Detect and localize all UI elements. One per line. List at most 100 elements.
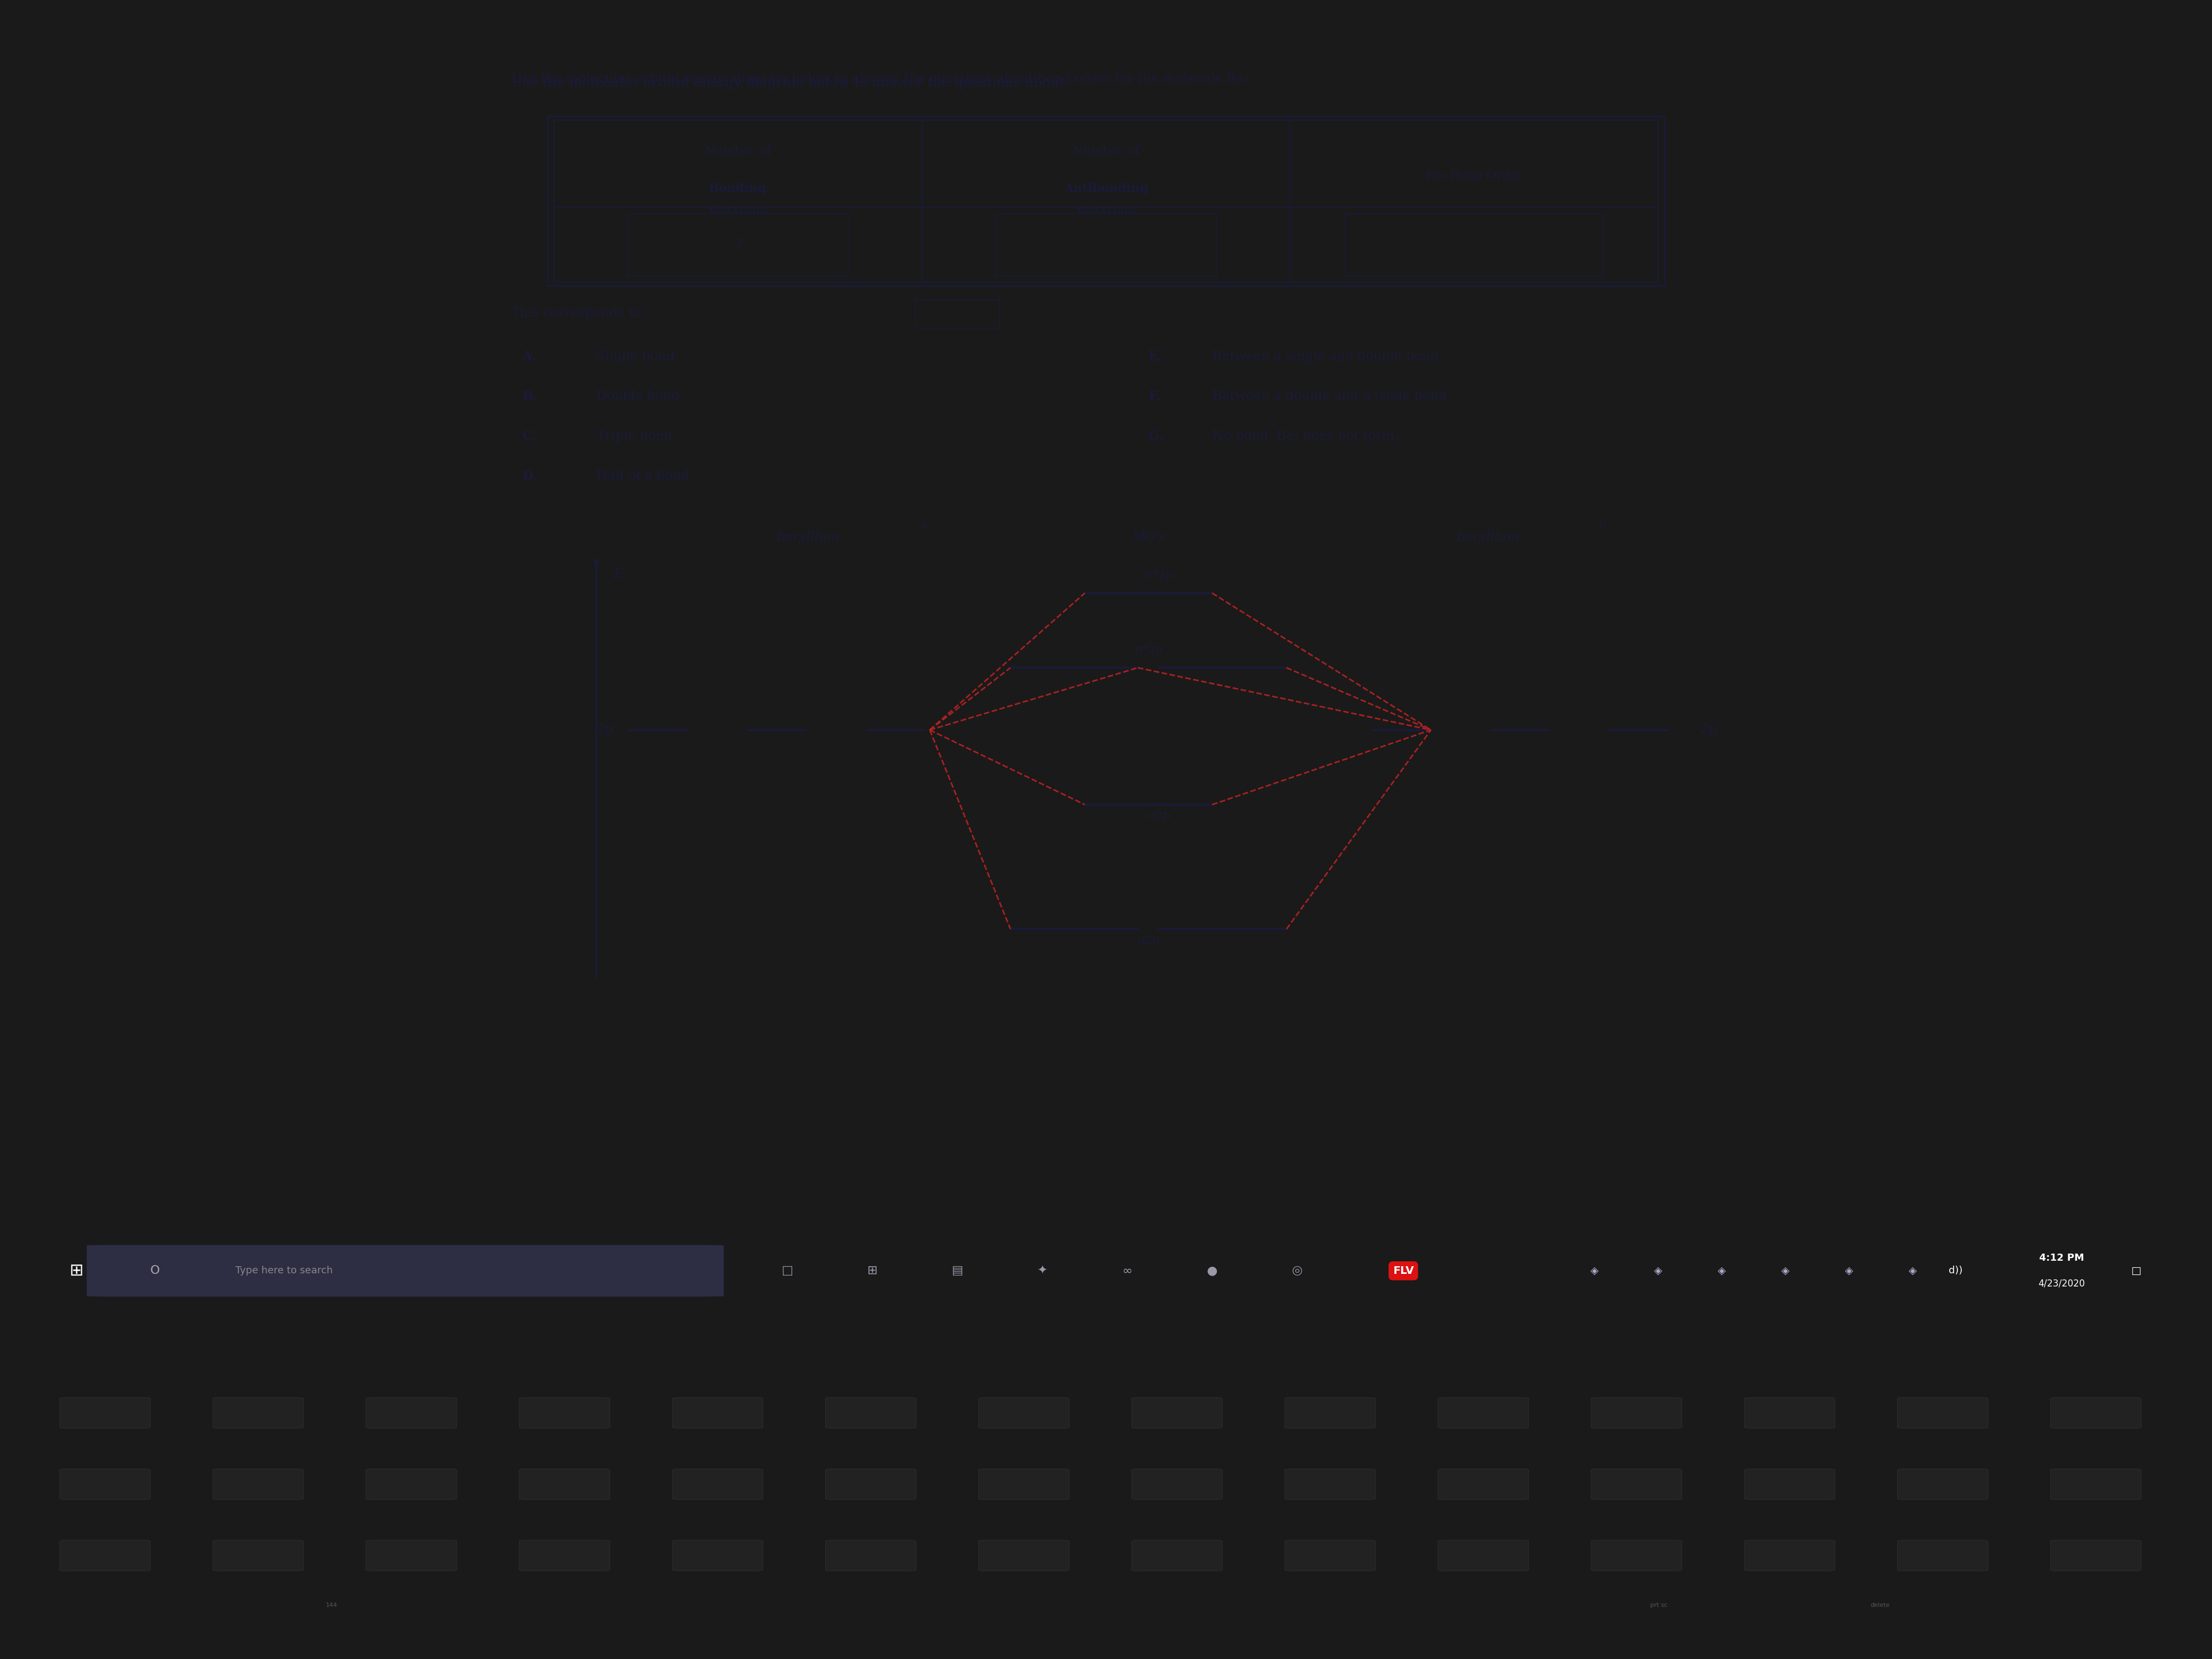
Text: beryllium: beryllium bbox=[776, 531, 841, 544]
Text: D.: D. bbox=[522, 469, 538, 483]
Text: delete: delete bbox=[1871, 1603, 1889, 1608]
Text: Triple bond: Triple bond bbox=[597, 430, 672, 443]
FancyBboxPatch shape bbox=[60, 1540, 150, 1571]
Text: ⊞: ⊞ bbox=[69, 1262, 84, 1279]
Text: Single bond: Single bond bbox=[597, 350, 675, 363]
Bar bbox=[549, 116, 1663, 285]
Text: Between a single and double bond: Between a single and double bond bbox=[1212, 350, 1438, 363]
FancyBboxPatch shape bbox=[1745, 1397, 1836, 1428]
FancyBboxPatch shape bbox=[520, 1468, 611, 1500]
FancyBboxPatch shape bbox=[520, 1397, 611, 1428]
Text: □: □ bbox=[2130, 1266, 2141, 1276]
FancyBboxPatch shape bbox=[1590, 1397, 1681, 1428]
Text: ◈: ◈ bbox=[1845, 1266, 1854, 1276]
FancyBboxPatch shape bbox=[825, 1397, 916, 1428]
Text: π2p: π2p bbox=[1137, 936, 1159, 946]
FancyBboxPatch shape bbox=[60, 1397, 150, 1428]
FancyBboxPatch shape bbox=[672, 1468, 763, 1500]
FancyBboxPatch shape bbox=[212, 1540, 303, 1571]
Text: Double bond: Double bond bbox=[597, 390, 679, 403]
Text: Use the molecular orbital energy diagram below to answer the questions about: Use the molecular orbital energy diagram… bbox=[511, 76, 1068, 90]
FancyBboxPatch shape bbox=[1898, 1468, 1989, 1500]
FancyBboxPatch shape bbox=[1438, 1468, 1528, 1500]
FancyBboxPatch shape bbox=[1285, 1468, 1376, 1500]
FancyBboxPatch shape bbox=[365, 1468, 456, 1500]
Text: Use the molecular orbital energy diagram below to answer the questions about bon: Use the molecular orbital energy diagram… bbox=[511, 73, 1254, 86]
FancyBboxPatch shape bbox=[1590, 1540, 1681, 1571]
Bar bbox=[1345, 214, 1604, 275]
FancyBboxPatch shape bbox=[60, 1468, 150, 1500]
FancyBboxPatch shape bbox=[365, 1540, 456, 1571]
FancyBboxPatch shape bbox=[520, 1540, 611, 1571]
FancyBboxPatch shape bbox=[825, 1540, 916, 1571]
Bar bbox=[628, 214, 849, 275]
Text: ●: ● bbox=[1208, 1266, 1217, 1276]
Text: A: A bbox=[920, 521, 927, 531]
Text: A.: A. bbox=[522, 350, 538, 363]
FancyBboxPatch shape bbox=[1438, 1397, 1528, 1428]
FancyBboxPatch shape bbox=[672, 1540, 763, 1571]
FancyBboxPatch shape bbox=[365, 1397, 456, 1428]
Text: Antibonding: Antibonding bbox=[1064, 182, 1148, 194]
FancyBboxPatch shape bbox=[86, 1244, 723, 1297]
FancyBboxPatch shape bbox=[672, 1397, 763, 1428]
Text: beryllium: beryllium bbox=[1458, 531, 1520, 544]
Text: ◈: ◈ bbox=[1655, 1266, 1661, 1276]
Text: 2: 2 bbox=[734, 239, 743, 251]
Text: electrons: electrons bbox=[710, 204, 768, 216]
Text: FLV: FLV bbox=[1394, 1266, 1413, 1276]
FancyBboxPatch shape bbox=[825, 1468, 916, 1500]
Bar bbox=[553, 121, 1659, 282]
Text: ▤: ▤ bbox=[951, 1266, 962, 1276]
FancyBboxPatch shape bbox=[978, 1468, 1068, 1500]
Text: ∞: ∞ bbox=[1121, 1266, 1133, 1276]
Text: ◈: ◈ bbox=[1590, 1266, 1599, 1276]
Text: No bond, Be₂ does not form.: No bond, Be₂ does not form. bbox=[1212, 430, 1398, 443]
Text: F.: F. bbox=[1148, 390, 1161, 403]
Text: d)): d)) bbox=[1949, 1266, 1962, 1276]
FancyBboxPatch shape bbox=[212, 1468, 303, 1500]
FancyBboxPatch shape bbox=[1590, 1468, 1681, 1500]
FancyBboxPatch shape bbox=[1438, 1540, 1528, 1571]
Text: ◈: ◈ bbox=[1781, 1266, 1790, 1276]
FancyBboxPatch shape bbox=[212, 1397, 303, 1428]
FancyBboxPatch shape bbox=[2051, 1397, 2141, 1428]
FancyBboxPatch shape bbox=[1745, 1540, 1836, 1571]
Text: Half of a bond: Half of a bond bbox=[597, 469, 690, 483]
Bar bbox=[916, 300, 1000, 328]
FancyBboxPatch shape bbox=[1898, 1540, 1989, 1571]
Text: Type here to search: Type here to search bbox=[234, 1266, 332, 1276]
Text: This corresponds to:: This corresponds to: bbox=[511, 307, 646, 320]
FancyBboxPatch shape bbox=[978, 1540, 1068, 1571]
Text: ✦: ✦ bbox=[1037, 1266, 1048, 1276]
FancyBboxPatch shape bbox=[1285, 1540, 1376, 1571]
Text: Bonding: Bonding bbox=[710, 182, 768, 194]
Text: σ*2p: σ*2p bbox=[1146, 571, 1172, 581]
Text: ◈: ◈ bbox=[1909, 1266, 1918, 1276]
FancyBboxPatch shape bbox=[2051, 1468, 2141, 1500]
FancyBboxPatch shape bbox=[1133, 1397, 1223, 1428]
Text: ⊞: ⊞ bbox=[867, 1266, 878, 1276]
Text: O: O bbox=[150, 1266, 159, 1276]
Text: Number of: Number of bbox=[1073, 146, 1139, 158]
Text: ◎: ◎ bbox=[1292, 1266, 1303, 1276]
FancyBboxPatch shape bbox=[978, 1397, 1068, 1428]
Text: Be₂ Bond Order: Be₂ Bond Order bbox=[1425, 171, 1522, 182]
Bar bbox=[995, 214, 1217, 275]
Text: π*2p: π*2p bbox=[1135, 645, 1164, 655]
Text: prt sc: prt sc bbox=[1650, 1603, 1668, 1608]
Text: ◈: ◈ bbox=[1719, 1266, 1725, 1276]
FancyBboxPatch shape bbox=[1133, 1540, 1223, 1571]
Text: E: E bbox=[613, 567, 624, 581]
Text: MO's: MO's bbox=[1130, 531, 1166, 544]
Text: 144: 144 bbox=[325, 1603, 338, 1608]
FancyBboxPatch shape bbox=[2051, 1540, 2141, 1571]
Text: C.: C. bbox=[522, 430, 538, 443]
FancyBboxPatch shape bbox=[1898, 1397, 1989, 1428]
Text: 2p: 2p bbox=[1701, 723, 1717, 737]
Text: □: □ bbox=[781, 1266, 794, 1276]
Text: electrons: electrons bbox=[1077, 204, 1135, 216]
Text: G.: G. bbox=[1148, 430, 1164, 443]
Text: Number of: Number of bbox=[706, 146, 772, 158]
Text: σ2p: σ2p bbox=[1148, 811, 1170, 821]
